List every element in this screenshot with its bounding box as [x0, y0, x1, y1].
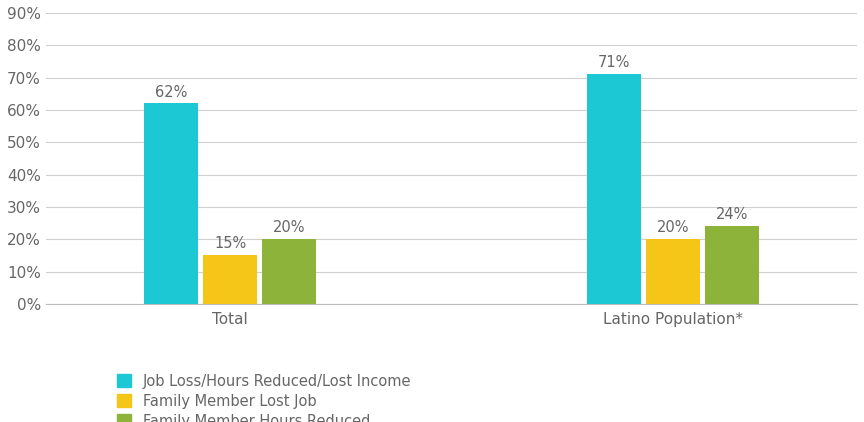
Text: 62%: 62%: [155, 84, 187, 100]
Text: 71%: 71%: [598, 55, 630, 70]
Bar: [704, 226, 759, 304]
Bar: [587, 74, 641, 304]
Bar: [262, 239, 316, 304]
Text: 20%: 20%: [657, 220, 689, 235]
Bar: [645, 239, 700, 304]
Text: 20%: 20%: [273, 220, 306, 235]
Bar: [144, 103, 199, 304]
Text: 15%: 15%: [214, 236, 246, 252]
Legend: Job Loss/Hours Reduced/Lost Income, Family Member Lost Job, Family Member Hours : Job Loss/Hours Reduced/Lost Income, Fami…: [111, 368, 417, 422]
Bar: [203, 255, 257, 304]
Text: 24%: 24%: [715, 207, 748, 222]
